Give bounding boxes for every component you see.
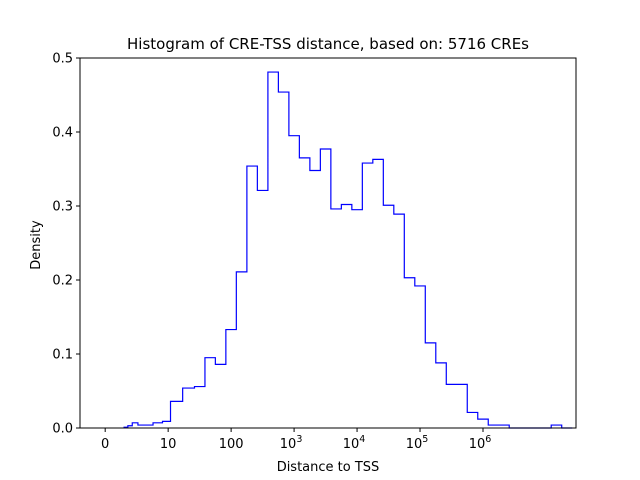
y-tick-label: 0.2 [52, 274, 73, 289]
chart-title: Histogram of CRE-TSS distance, based on:… [127, 35, 529, 53]
axes-frame [79, 57, 577, 429]
x-axis: 0 10 100 103 104 105 106 [101, 428, 491, 452]
y-tick-label: 0.1 [52, 348, 73, 363]
x-tick-label: 104 [343, 434, 366, 452]
y-tick-label: 0.4 [52, 126, 73, 141]
x-tick-label: 100 [219, 437, 244, 452]
y-axis-label: Density [29, 220, 44, 270]
x-tick-label: 10 [160, 437, 177, 452]
x-tick-label: 0 [101, 437, 109, 452]
y-tick-label: 0.3 [52, 200, 73, 215]
histogram-step-line [123, 71, 573, 429]
x-tick-label: 106 [469, 434, 492, 452]
plot-area [79, 57, 577, 429]
y-tick-label: 0.5 [52, 52, 73, 67]
x-tick-label: 105 [406, 434, 429, 452]
y-axis: 0.0 0.1 0.2 0.3 0.4 0.5 [52, 52, 80, 437]
y-tick-label: 0.0 [52, 422, 73, 437]
x-tick-label: 103 [280, 434, 303, 452]
x-axis-label: Distance to TSS [277, 460, 380, 475]
